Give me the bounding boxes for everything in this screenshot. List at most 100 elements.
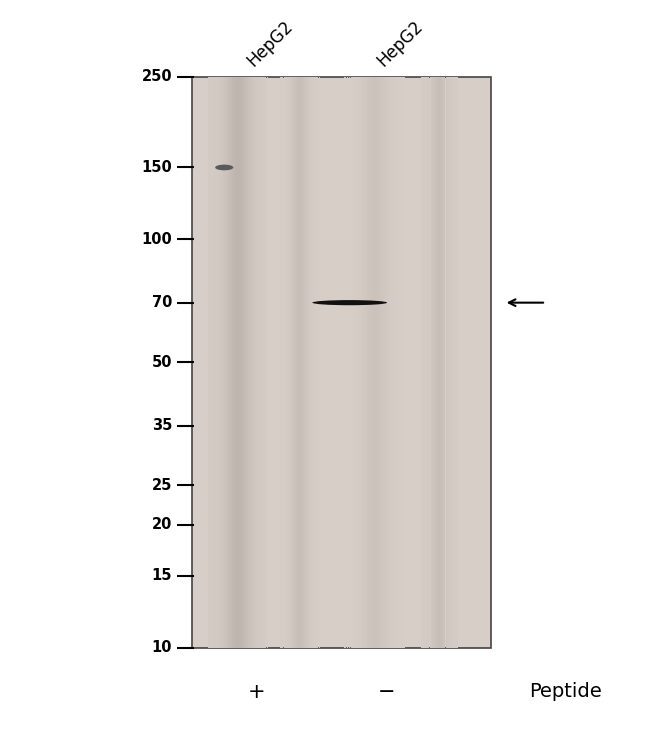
Bar xyxy=(256,77,258,648)
Bar xyxy=(457,77,458,648)
Bar xyxy=(285,77,286,648)
Bar xyxy=(250,77,252,648)
Bar xyxy=(433,77,434,648)
Bar xyxy=(389,77,391,648)
Bar xyxy=(236,77,238,648)
Bar xyxy=(239,77,240,648)
Bar xyxy=(432,77,433,648)
Bar xyxy=(346,77,348,648)
Bar xyxy=(294,77,296,648)
Bar xyxy=(423,77,424,648)
Bar xyxy=(246,77,248,648)
Bar xyxy=(208,77,210,648)
Bar xyxy=(365,77,367,648)
Bar xyxy=(252,77,254,648)
Bar xyxy=(348,77,350,648)
Bar xyxy=(385,77,387,648)
Bar xyxy=(367,77,369,648)
Bar xyxy=(224,77,226,648)
Bar xyxy=(450,77,452,648)
Bar xyxy=(391,77,393,648)
Bar xyxy=(442,77,443,648)
Bar xyxy=(441,77,442,648)
Bar xyxy=(403,77,405,648)
Bar xyxy=(280,77,281,648)
Bar xyxy=(363,77,365,648)
Bar xyxy=(369,77,370,648)
Bar xyxy=(287,77,289,648)
Bar xyxy=(210,77,212,648)
Bar xyxy=(357,77,359,648)
Bar xyxy=(370,77,372,648)
Bar xyxy=(309,77,311,648)
Bar xyxy=(427,77,428,648)
Bar xyxy=(317,77,318,648)
Text: −: − xyxy=(378,681,395,702)
Bar xyxy=(434,77,436,648)
Bar xyxy=(395,77,397,648)
Bar xyxy=(421,77,422,648)
Bar xyxy=(248,77,250,648)
Bar xyxy=(350,77,352,648)
Bar xyxy=(218,77,220,648)
Bar xyxy=(312,77,313,648)
Bar xyxy=(399,77,401,648)
Bar xyxy=(289,77,290,648)
Text: 25: 25 xyxy=(152,478,172,493)
Bar xyxy=(431,77,432,648)
Bar xyxy=(428,77,430,648)
Ellipse shape xyxy=(313,300,387,305)
Bar xyxy=(344,77,346,648)
Bar xyxy=(259,77,261,648)
Text: 100: 100 xyxy=(142,232,172,247)
Bar xyxy=(293,77,294,648)
Text: 150: 150 xyxy=(142,160,172,175)
Text: Peptide: Peptide xyxy=(529,682,602,701)
Bar xyxy=(447,77,448,648)
Bar xyxy=(355,77,357,648)
Bar xyxy=(379,77,381,648)
Bar xyxy=(313,77,315,648)
Bar xyxy=(381,77,383,648)
Text: +: + xyxy=(248,681,266,702)
Bar xyxy=(283,77,285,648)
Bar xyxy=(393,77,395,648)
Bar xyxy=(220,77,222,648)
Bar xyxy=(306,77,307,648)
Bar xyxy=(281,77,282,648)
Bar xyxy=(300,77,301,648)
Bar xyxy=(401,77,403,648)
Bar xyxy=(301,77,302,648)
Bar xyxy=(452,77,453,648)
Bar xyxy=(397,77,399,648)
Bar xyxy=(352,77,354,648)
Bar xyxy=(445,77,447,648)
Bar xyxy=(436,77,437,648)
Bar xyxy=(422,77,423,648)
Bar xyxy=(265,77,266,648)
Bar xyxy=(377,77,379,648)
Bar xyxy=(438,77,439,648)
Text: HepG2: HepG2 xyxy=(244,17,297,70)
Text: 70: 70 xyxy=(152,295,172,310)
Bar xyxy=(282,77,283,648)
Bar xyxy=(291,77,292,648)
Bar xyxy=(375,77,377,648)
Text: 10: 10 xyxy=(151,640,172,655)
Bar xyxy=(286,77,287,648)
Bar xyxy=(214,77,216,648)
Bar xyxy=(383,77,385,648)
Bar xyxy=(297,77,298,648)
Bar xyxy=(240,77,242,648)
Text: 250: 250 xyxy=(142,70,172,84)
Bar xyxy=(232,77,234,648)
Bar xyxy=(439,77,441,648)
Bar xyxy=(216,77,218,648)
Bar xyxy=(437,77,438,648)
Bar xyxy=(254,77,256,648)
Text: 15: 15 xyxy=(151,569,172,583)
Bar xyxy=(424,77,426,648)
Bar xyxy=(298,77,300,648)
Bar xyxy=(263,77,265,648)
Text: HepG2: HepG2 xyxy=(374,17,427,70)
